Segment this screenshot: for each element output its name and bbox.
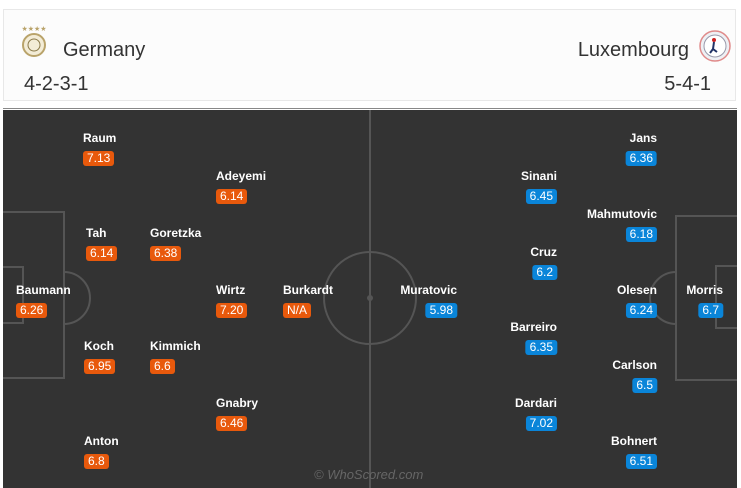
player-rating: 6.24 xyxy=(625,303,657,318)
player-name: Wirtz xyxy=(216,283,246,297)
away-player[interactable]: Barreiro 6.35 xyxy=(510,320,557,355)
player-name: Adeyemi xyxy=(216,169,267,183)
luxembourg-crest-icon xyxy=(699,30,731,62)
player-name: Cruz xyxy=(530,245,557,259)
player-rating: 6.8 xyxy=(84,454,109,469)
player-rating: 6.26 xyxy=(16,303,48,318)
player-rating: 6.45 xyxy=(525,189,557,204)
home-player[interactable]: Goretzka 6.38 xyxy=(150,226,201,261)
watermark: © WhoScored.com xyxy=(314,467,424,482)
player-rating: 6.36 xyxy=(625,151,657,166)
home-player[interactable]: Gnabry 6.46 xyxy=(216,396,258,431)
player-name: Anton xyxy=(84,434,119,448)
player-name: Sinani xyxy=(520,169,557,183)
pitch-markings xyxy=(3,110,737,488)
player-rating: 5.98 xyxy=(425,303,457,318)
home-player[interactable]: Wirtz 7.20 xyxy=(216,283,248,318)
away-player[interactable]: Cruz 6.2 xyxy=(530,245,557,280)
player-rating: 6.2 xyxy=(532,265,557,280)
player-rating: 6.7 xyxy=(698,303,723,318)
player-name: Barreiro xyxy=(510,320,557,334)
pitch xyxy=(3,110,737,488)
player-name: Raum xyxy=(83,131,117,145)
away-player[interactable]: Olesen 6.24 xyxy=(617,283,657,318)
player-name: Carlson xyxy=(612,358,657,372)
away-player[interactable]: Carlson 6.5 xyxy=(612,358,657,393)
player-rating: 6.18 xyxy=(625,227,657,242)
player-name: Dardari xyxy=(514,396,557,410)
player-rating: 7.02 xyxy=(525,416,557,431)
away-team-name[interactable]: Luxembourg xyxy=(577,39,689,61)
player-rating: 6.5 xyxy=(632,378,657,393)
away-player[interactable]: Bohnert 6.51 xyxy=(611,434,657,469)
player-name: Bohnert xyxy=(611,434,657,448)
player-rating: 6.51 xyxy=(625,454,657,469)
away-player[interactable]: Mahmutovic 6.18 xyxy=(587,207,657,242)
player-name: Mahmutovic xyxy=(586,207,657,221)
player-rating: 6.46 xyxy=(216,416,248,431)
home-player[interactable]: Burkardt N/A xyxy=(283,283,333,318)
player-name: Jans xyxy=(629,131,657,145)
player-name: Tah xyxy=(86,226,107,240)
home-team-name[interactable]: Germany xyxy=(63,39,146,61)
player-name: Olesen xyxy=(616,283,657,297)
player-name: Gnabry xyxy=(216,396,259,410)
home-player[interactable]: Baumann 6.26 xyxy=(16,283,71,318)
player-name: Koch xyxy=(84,339,114,353)
away-player[interactable]: Morris 6.7 xyxy=(686,283,723,318)
player-name: Muratovic xyxy=(400,283,457,297)
svg-text:★★★★: ★★★★ xyxy=(21,25,46,33)
away-player[interactable]: Muratovic 5.98 xyxy=(400,283,457,318)
home-player[interactable]: Tah 6.14 xyxy=(86,226,118,261)
away-formation: 5-4-1 xyxy=(664,73,711,95)
player-name: Kimmich xyxy=(150,339,201,353)
player-rating: N/A xyxy=(283,303,312,318)
player-name: Morris xyxy=(686,283,723,297)
home-player[interactable]: Adeyemi 6.14 xyxy=(216,169,266,204)
player-rating: 7.13 xyxy=(83,151,115,166)
player-rating: 6.14 xyxy=(216,189,248,204)
home-formation: 4-2-3-1 xyxy=(24,73,89,95)
home-player[interactable]: Anton 6.8 xyxy=(84,434,119,469)
player-name: Baumann xyxy=(16,283,71,297)
home-player[interactable]: Kimmich 6.6 xyxy=(150,339,201,374)
home-player[interactable]: Raum 7.13 xyxy=(83,131,116,166)
player-name: Burkardt xyxy=(283,283,334,297)
player-rating: 6.35 xyxy=(525,340,557,355)
player-rating: 6.14 xyxy=(86,246,118,261)
away-player[interactable]: Dardari 7.02 xyxy=(515,396,557,431)
away-player[interactable]: Jans 6.36 xyxy=(625,131,657,166)
player-rating: 6.6 xyxy=(150,359,175,374)
germany-crest-icon: ★★★★ xyxy=(21,25,47,57)
home-player[interactable]: Koch 6.95 xyxy=(84,339,116,374)
player-rating: 6.38 xyxy=(150,246,182,261)
player-name: Goretzka xyxy=(150,226,202,240)
match-header: ★★★★ Germany 4-2-3-1 Luxembourg 5-4-1 xyxy=(3,9,736,101)
divider xyxy=(3,108,737,109)
player-rating: 6.95 xyxy=(84,359,116,374)
player-rating: 7.20 xyxy=(216,303,248,318)
away-player[interactable]: Sinani 6.45 xyxy=(521,169,557,204)
